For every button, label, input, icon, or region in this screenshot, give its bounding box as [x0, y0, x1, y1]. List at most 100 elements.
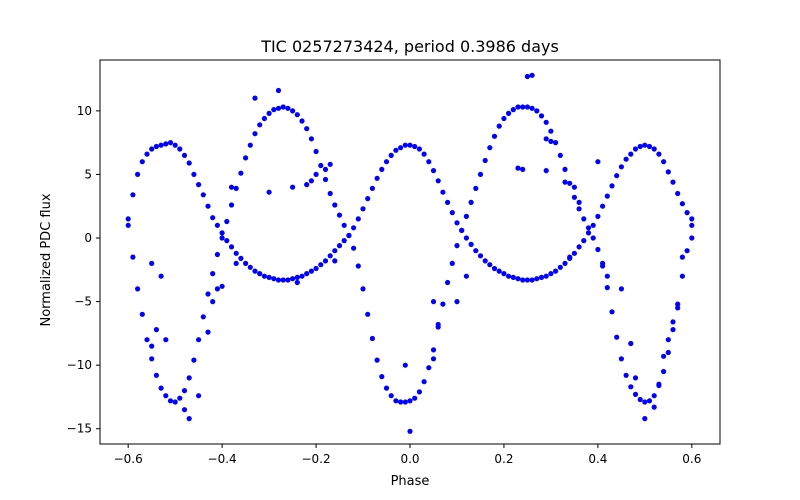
data-point — [313, 265, 319, 272]
data-point — [454, 220, 460, 226]
data-point — [491, 265, 498, 272]
data-point — [600, 260, 606, 266]
data-point — [266, 110, 272, 116]
data-point — [421, 379, 427, 385]
data-point — [590, 235, 596, 241]
data-point — [271, 107, 277, 113]
data-point — [393, 398, 399, 404]
data-point — [445, 279, 451, 286]
data-point — [318, 162, 324, 169]
data-point — [679, 254, 686, 260]
data-point — [426, 365, 432, 371]
data-point — [167, 140, 174, 146]
data-point — [689, 222, 695, 228]
data-point — [435, 321, 441, 328]
y-axis-label: Normalized PDC flux — [39, 193, 54, 326]
data-point — [219, 230, 225, 236]
data-point — [628, 151, 634, 157]
y-tick-label: 5 — [84, 167, 92, 181]
data-point — [210, 271, 216, 277]
data-point — [247, 142, 253, 148]
data-point — [290, 276, 296, 282]
data-point — [656, 381, 662, 387]
data-point — [294, 112, 300, 118]
data-point — [407, 428, 413, 434]
data-point — [233, 260, 239, 266]
data-point — [243, 155, 249, 161]
data-point — [496, 123, 502, 129]
data-point — [125, 216, 131, 222]
chart-title: TIC 0257273424, period 0.3986 days — [260, 37, 559, 56]
data-point — [501, 115, 507, 122]
data-point — [299, 118, 305, 124]
data-point — [430, 356, 437, 362]
data-point — [186, 160, 192, 166]
data-point — [191, 357, 197, 363]
data-point — [684, 210, 690, 216]
data-point — [332, 258, 338, 264]
data-point — [463, 213, 469, 219]
data-point — [684, 248, 690, 254]
data-point — [524, 73, 531, 80]
data-point — [327, 190, 333, 197]
data-point — [285, 277, 291, 283]
data-point — [614, 173, 620, 179]
x-axis-label: Phase — [391, 474, 430, 489]
data-point — [167, 398, 174, 404]
data-point — [224, 238, 230, 244]
x-tick-label: 0.0 — [400, 452, 419, 466]
data-point — [275, 105, 282, 111]
data-point — [398, 145, 404, 151]
data-point — [557, 152, 563, 158]
data-point — [383, 159, 390, 165]
data-point — [252, 268, 258, 274]
data-point — [130, 254, 136, 260]
data-point — [665, 169, 671, 175]
data-point — [515, 276, 521, 282]
data-point — [543, 136, 549, 142]
data-point — [181, 407, 188, 413]
data-point — [632, 146, 639, 152]
data-point — [369, 335, 375, 342]
data-point — [440, 189, 446, 195]
data-point — [285, 105, 291, 111]
data-point — [308, 268, 314, 274]
data-point — [153, 372, 159, 378]
data-point — [388, 393, 394, 399]
data-point — [135, 171, 141, 177]
data-point — [308, 136, 314, 142]
data-point — [186, 375, 192, 381]
data-point — [548, 138, 554, 144]
data-point — [271, 276, 277, 282]
data-point — [214, 222, 220, 228]
data-point — [210, 299, 216, 305]
data-point — [595, 213, 601, 219]
data-point — [266, 189, 272, 195]
data-point — [275, 87, 282, 94]
data-point — [163, 141, 169, 147]
data-point — [567, 180, 573, 186]
data-point — [595, 246, 601, 253]
data-point — [675, 301, 681, 307]
data-point — [623, 156, 629, 162]
data-point — [336, 243, 343, 249]
data-point — [383, 385, 390, 391]
data-point — [567, 254, 573, 260]
data-point — [618, 356, 625, 362]
x-axis-ticks: −0.6 −0.4 −0.2 0.0 0.2 0.4 0.6 — [114, 444, 701, 466]
data-point — [214, 251, 220, 258]
data-point — [548, 128, 554, 134]
y-tick-label: 0 — [84, 231, 92, 245]
data-point — [595, 159, 601, 165]
data-point — [351, 245, 357, 251]
data-point — [675, 190, 681, 197]
data-point — [524, 104, 531, 110]
data-point — [501, 271, 507, 277]
data-point — [604, 193, 610, 199]
data-point — [379, 166, 385, 172]
data-point — [327, 161, 333, 167]
data-point — [651, 146, 657, 152]
data-point — [632, 391, 639, 397]
data-point — [224, 218, 230, 225]
data-point — [571, 194, 578, 200]
